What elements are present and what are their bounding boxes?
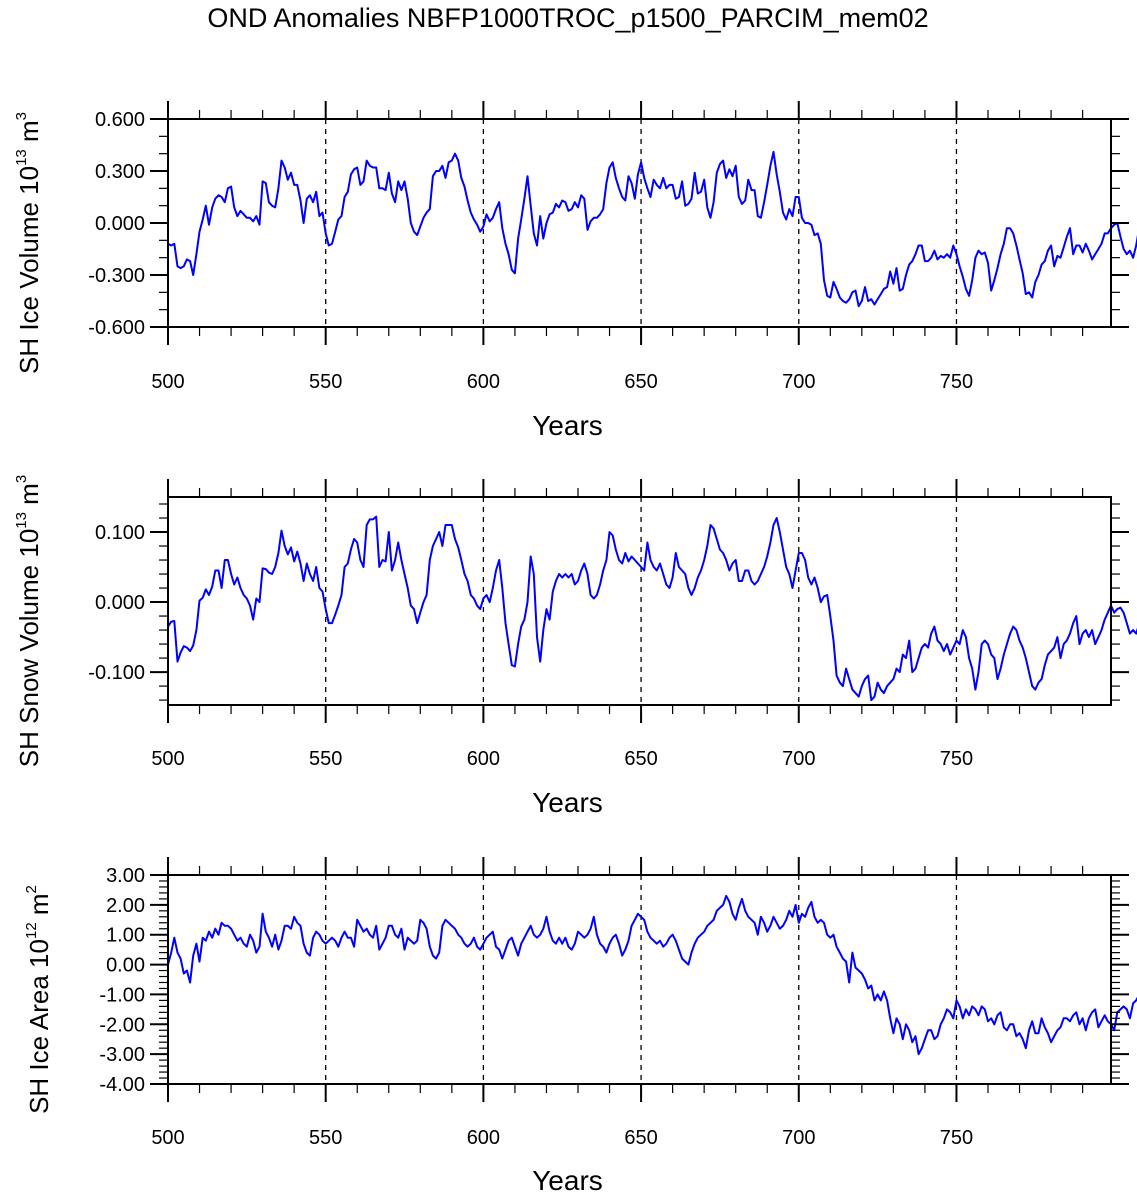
- y-tick-label: 0.000: [95, 213, 145, 235]
- y-axis-label-unit-exponent: 3: [13, 475, 30, 483]
- y-tick-label: -0.300: [88, 265, 145, 287]
- y-axis-label-unit: m: [24, 893, 54, 922]
- x-tick-label: 600: [467, 371, 500, 393]
- y-axis-label-unit: m: [14, 483, 44, 512]
- y-tick-label: 0.600: [95, 109, 145, 131]
- x-axis-label: Years: [532, 787, 603, 818]
- y-tick-label: 0.000: [95, 592, 145, 614]
- x-tick-label: 650: [624, 1127, 657, 1149]
- panel-3: 500 550 600 650 700 750 Years 3.00 2.00 1.00 0.00 -…: [23, 857, 1137, 1196]
- y-tick-label: 0.00: [106, 955, 145, 977]
- x-tick-label: 700: [782, 1127, 815, 1149]
- y-axis-label: SH Ice Area 1012 m2: [23, 885, 54, 1114]
- series-line: [167, 894, 1137, 1056]
- x-tick-label: 650: [624, 748, 657, 770]
- x-tick-label: 700: [782, 371, 815, 393]
- y-axis-label-unit-exponent: 3: [13, 112, 30, 120]
- y-axis-label-unit: m: [14, 120, 44, 149]
- panel-1: 500 550 600 650 700 750 Years 0.600 0.300 0.000 -0…: [13, 101, 1137, 441]
- x-tick-label: 750: [940, 748, 973, 770]
- y-axis-label-exponent: 13: [13, 512, 30, 529]
- x-tick-label: 550: [309, 1127, 342, 1149]
- x-tick-label: 600: [467, 1127, 500, 1149]
- y-tick-label: -4.00: [99, 1074, 145, 1096]
- y-axis-label-main: SH Ice Area 10: [24, 939, 54, 1114]
- x-tick-label: 550: [309, 748, 342, 770]
- y-tick-label: -0.100: [88, 662, 145, 684]
- x-tick-label: 500: [151, 371, 184, 393]
- x-tick-label: 500: [151, 748, 184, 770]
- panel-2: 500 550 600 650 700 750 Years 0.100 0.000 -0.100 S…: [13, 475, 1137, 818]
- series-line: [167, 515, 1137, 702]
- y-axis-label: SH Ice Volume 1013 m3: [13, 112, 44, 374]
- x-axis-label: Years: [532, 410, 603, 441]
- y-tick-label: -2.00: [99, 1014, 145, 1036]
- y-axis-label: SH Snow Volume 1013 m3: [13, 475, 44, 767]
- x-tick-label: 750: [940, 1127, 973, 1149]
- y-tick-label: 1.00: [106, 925, 145, 947]
- y-tick-label: 3.00: [106, 865, 145, 887]
- plot-frame: [167, 496, 1112, 706]
- y-tick-label: 0.300: [95, 161, 145, 183]
- x-tick-label: 700: [782, 748, 815, 770]
- y-tick-label: 0.100: [95, 522, 145, 544]
- y-tick-label: 2.00: [106, 895, 145, 917]
- y-axis-label-main: SH Ice Volume 10: [14, 166, 44, 374]
- y-axis-label-exponent: 13: [13, 149, 30, 166]
- series-line: [167, 150, 1137, 308]
- x-tick-label: 650: [624, 371, 657, 393]
- y-tick-label: -0.600: [88, 317, 145, 339]
- y-axis-label-exponent: 12: [23, 922, 40, 939]
- x-axis-label: Years: [532, 1165, 603, 1196]
- y-tick-label: -3.00: [99, 1044, 145, 1066]
- x-tick-label: 600: [467, 748, 500, 770]
- y-axis-label-unit-exponent: 2: [23, 885, 40, 893]
- chart-title: OND Anomalies NBFP1000TROC_p1500_PARCIM_…: [207, 3, 928, 33]
- y-tick-label: -1.00: [99, 984, 145, 1006]
- y-axis-label-main: SH Snow Volume 10: [14, 529, 44, 767]
- plot-frame: [167, 874, 1112, 1085]
- x-tick-label: 550: [309, 371, 342, 393]
- x-tick-label: 500: [151, 1127, 184, 1149]
- x-tick-label: 750: [940, 371, 973, 393]
